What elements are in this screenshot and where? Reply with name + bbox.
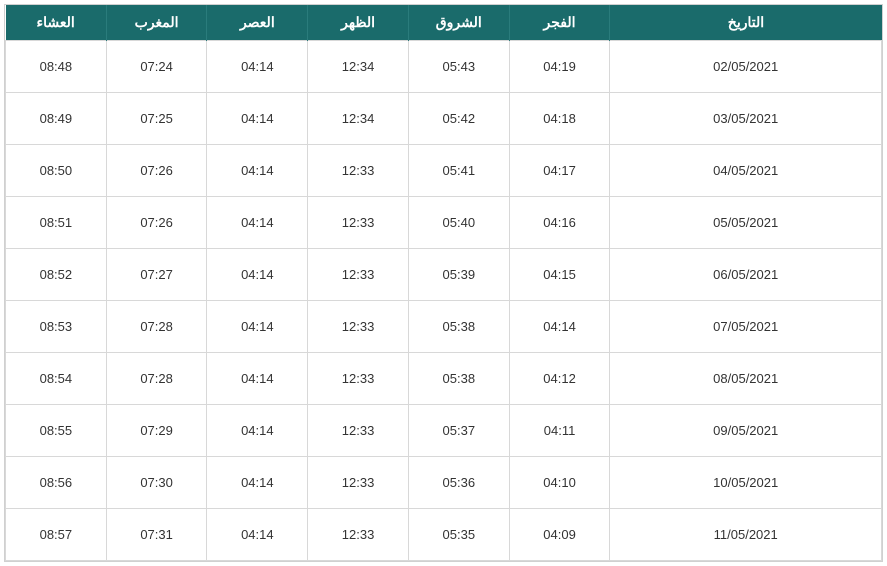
table-cell: 05:35	[408, 509, 509, 561]
table-cell: 11/05/2021	[610, 509, 882, 561]
table-cell: 12:33	[308, 197, 409, 249]
col-dhuhr: الظهر	[308, 5, 409, 41]
col-isha: العشاء	[6, 5, 107, 41]
table-row: 08:5507:2904:1412:3305:3704:1109/05/2021	[6, 405, 882, 457]
table-cell: 05:37	[408, 405, 509, 457]
table-row: 08:5107:2604:1412:3305:4004:1605/05/2021	[6, 197, 882, 249]
table-cell: 08:53	[6, 301, 107, 353]
table-cell: 08/05/2021	[610, 353, 882, 405]
table-cell: 05:36	[408, 457, 509, 509]
table-row: 08:5707:3104:1412:3305:3504:0911/05/2021	[6, 509, 882, 561]
table-cell: 07:28	[106, 353, 207, 405]
table-cell: 07/05/2021	[610, 301, 882, 353]
table-cell: 04:11	[509, 405, 610, 457]
col-fajr: الفجر	[509, 5, 610, 41]
table-cell: 12:33	[308, 353, 409, 405]
table-cell: 12:33	[308, 301, 409, 353]
table-cell: 07:31	[106, 509, 207, 561]
table-cell: 04:14	[207, 353, 308, 405]
table-cell: 04:14	[207, 41, 308, 93]
table-cell: 03/05/2021	[610, 93, 882, 145]
table-cell: 04:17	[509, 145, 610, 197]
col-shuruq: الشروق	[408, 5, 509, 41]
table-cell: 04:14	[207, 405, 308, 457]
col-maghrib: المغرب	[106, 5, 207, 41]
table-cell: 09/05/2021	[610, 405, 882, 457]
table-cell: 08:54	[6, 353, 107, 405]
table-cell: 05:40	[408, 197, 509, 249]
table-cell: 05:42	[408, 93, 509, 145]
col-date: التاريخ	[610, 5, 882, 41]
table-cell: 08:51	[6, 197, 107, 249]
table-row: 08:4907:2504:1412:3405:4204:1803/05/2021	[6, 93, 882, 145]
table-cell: 07:27	[106, 249, 207, 301]
table-cell: 08:49	[6, 93, 107, 145]
table-row: 08:5307:2804:1412:3305:3804:1407/05/2021	[6, 301, 882, 353]
table-cell: 05:38	[408, 353, 509, 405]
table-cell: 04:14	[207, 457, 308, 509]
table-cell: 08:56	[6, 457, 107, 509]
table-cell: 04:16	[509, 197, 610, 249]
prayer-times-table-wrap: العشاء المغرب العصر الظهر الشروق الفجر ا…	[4, 4, 883, 562]
table-cell: 05/05/2021	[610, 197, 882, 249]
table-cell: 02/05/2021	[610, 41, 882, 93]
table-cell: 12:34	[308, 93, 409, 145]
table-cell: 08:50	[6, 145, 107, 197]
table-cell: 04:14	[207, 301, 308, 353]
table-cell: 04:09	[509, 509, 610, 561]
table-cell: 08:57	[6, 509, 107, 561]
table-cell: 07:24	[106, 41, 207, 93]
table-cell: 12:33	[308, 457, 409, 509]
table-cell: 07:28	[106, 301, 207, 353]
table-cell: 10/05/2021	[610, 457, 882, 509]
table-cell: 07:30	[106, 457, 207, 509]
table-cell: 12:33	[308, 405, 409, 457]
table-cell: 07:29	[106, 405, 207, 457]
table-row: 08:5607:3004:1412:3305:3604:1010/05/2021	[6, 457, 882, 509]
table-cell: 12:33	[308, 509, 409, 561]
table-cell: 07:26	[106, 197, 207, 249]
table-cell: 04:14	[207, 145, 308, 197]
table-cell: 07:26	[106, 145, 207, 197]
table-cell: 05:43	[408, 41, 509, 93]
table-cell: 12:34	[308, 41, 409, 93]
table-cell: 12:33	[308, 145, 409, 197]
table-cell: 04:14	[509, 301, 610, 353]
table-cell: 05:38	[408, 301, 509, 353]
table-cell: 12:33	[308, 249, 409, 301]
table-cell: 04:14	[207, 93, 308, 145]
table-cell: 05:41	[408, 145, 509, 197]
table-row: 08:5007:2604:1412:3305:4104:1704/05/2021	[6, 145, 882, 197]
table-cell: 08:55	[6, 405, 107, 457]
table-cell: 08:48	[6, 41, 107, 93]
table-cell: 07:25	[106, 93, 207, 145]
table-row: 08:5407:2804:1412:3305:3804:1208/05/2021	[6, 353, 882, 405]
table-cell: 08:52	[6, 249, 107, 301]
table-body: 08:4807:2404:1412:3405:4304:1902/05/2021…	[6, 41, 882, 561]
table-cell: 04:14	[207, 249, 308, 301]
table-cell: 04:19	[509, 41, 610, 93]
table-row: 08:4807:2404:1412:3405:4304:1902/05/2021	[6, 41, 882, 93]
table-cell: 04:14	[207, 197, 308, 249]
table-header: العشاء المغرب العصر الظهر الشروق الفجر ا…	[6, 5, 882, 41]
table-cell: 04/05/2021	[610, 145, 882, 197]
table-cell: 04:15	[509, 249, 610, 301]
table-cell: 05:39	[408, 249, 509, 301]
col-asr: العصر	[207, 5, 308, 41]
prayer-times-table: العشاء المغرب العصر الظهر الشروق الفجر ا…	[5, 5, 882, 561]
table-cell: 04:12	[509, 353, 610, 405]
table-cell: 04:18	[509, 93, 610, 145]
table-row: 08:5207:2704:1412:3305:3904:1506/05/2021	[6, 249, 882, 301]
table-header-row: العشاء المغرب العصر الظهر الشروق الفجر ا…	[6, 5, 882, 41]
table-cell: 04:10	[509, 457, 610, 509]
table-cell: 04:14	[207, 509, 308, 561]
table-cell: 06/05/2021	[610, 249, 882, 301]
